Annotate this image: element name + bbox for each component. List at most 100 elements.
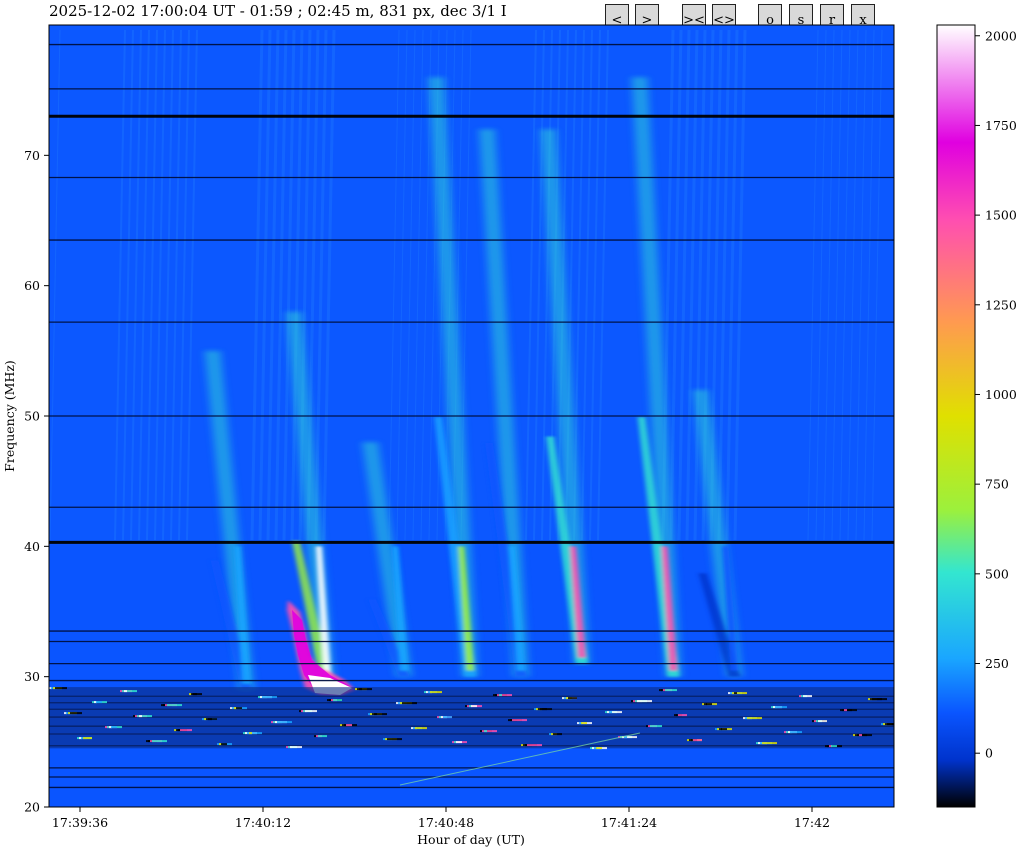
noise-pixel <box>387 738 402 741</box>
noise-pixel <box>109 726 112 729</box>
burst-core <box>661 546 678 671</box>
noise-pixel <box>314 735 317 738</box>
noise-pixel <box>247 732 262 735</box>
noise-pixel <box>775 706 787 709</box>
noise-pixel <box>64 712 67 715</box>
noise-pixel <box>454 741 457 744</box>
x-tick-label: 17:40:12 <box>235 815 291 830</box>
noise-pixel <box>721 728 727 731</box>
noise-pixel <box>443 716 452 719</box>
noise-pixel <box>430 691 442 694</box>
colorbar-tick-label: 1250 <box>985 297 1017 312</box>
noise-pixel <box>471 705 477 708</box>
noise-pixel <box>305 710 317 713</box>
noise-pixel <box>799 695 802 698</box>
noise-pixel <box>124 690 127 693</box>
noise-pixel <box>596 747 602 750</box>
noise-pixel <box>527 744 542 747</box>
burst-core <box>509 546 525 671</box>
y-axis: 20 30 40 50 60 70 <box>24 148 49 815</box>
y-tick-label: 50 <box>24 409 40 424</box>
noise-pixel <box>221 743 227 746</box>
x-tick-label: 17:42 <box>794 815 830 830</box>
noise-pixel <box>579 722 582 725</box>
noise-pixel <box>79 737 82 740</box>
noise-pixel <box>344 724 347 727</box>
noise-pixel <box>512 719 527 722</box>
noise-pixel <box>374 713 377 716</box>
noise-pixel <box>831 745 837 748</box>
noise-pixel <box>564 697 567 700</box>
chart-title: 2025-12-02 17:00:04 UT - 01:59 ; 02:45 m… <box>49 2 507 20</box>
noise-band <box>49 687 894 750</box>
noise-pixel <box>70 712 82 715</box>
noise-pixel <box>357 688 372 691</box>
noise-pixel <box>299 710 302 713</box>
y-tick-label: 30 <box>24 669 40 684</box>
noise-pixel <box>359 688 362 691</box>
noise-pixel <box>415 727 427 730</box>
noise-pixel <box>122 690 137 693</box>
noise-pixel <box>842 709 857 712</box>
noise-pixel <box>665 689 677 692</box>
noise-pixel <box>262 696 277 699</box>
noise-pixel <box>689 739 692 742</box>
noise-pixel <box>290 746 302 749</box>
noise-band-bg <box>49 687 894 749</box>
noise-pixel <box>83 737 92 740</box>
noise-pixel <box>346 724 352 727</box>
colorbar-tick-label: 750 <box>985 477 1009 492</box>
noise-pixel <box>482 730 497 733</box>
x-tick-label: 17:39:36 <box>52 815 108 830</box>
noise-pixel <box>96 701 102 704</box>
noise-pixel <box>844 709 847 712</box>
noise-pixel <box>111 726 117 729</box>
noise-pixel <box>784 731 787 734</box>
burst-core <box>315 546 332 684</box>
noise-pixel <box>497 694 512 697</box>
noise-pixel <box>814 720 817 723</box>
noise-pixel <box>609 711 612 714</box>
noise-pixel <box>236 707 242 710</box>
noise-pixel <box>790 731 802 734</box>
noise-pixel <box>94 701 97 704</box>
noise-pixel <box>208 718 217 721</box>
noise-pixel <box>469 705 472 708</box>
noise-pixel <box>568 697 577 700</box>
noise-pixel <box>439 716 442 719</box>
colorbar <box>936 24 976 808</box>
noise-pixel <box>659 689 662 692</box>
colorbar-tick-label: 250 <box>985 656 1009 671</box>
noise-pixel <box>581 722 587 725</box>
burst-core <box>722 546 739 671</box>
diagonal-trace <box>399 732 641 786</box>
plot-area <box>49 25 894 807</box>
colorbar-tick-label: 0 <box>985 746 993 761</box>
noise-pixel <box>607 711 622 714</box>
noise-pixel <box>747 717 762 720</box>
x-tick-label: 17:41:24 <box>601 815 657 830</box>
noise-pixel <box>484 730 487 733</box>
noise-pixel <box>719 728 722 731</box>
noise-pixel <box>693 739 702 742</box>
noise-pixel <box>534 708 537 711</box>
colorbar-tick-label: 1750 <box>985 118 1017 133</box>
burst-core <box>234 546 251 684</box>
noise-pixel <box>732 692 747 695</box>
noise-pixel <box>762 742 777 745</box>
noise-pixel <box>402 702 417 705</box>
x-tick-label: 17:40:48 <box>418 815 474 830</box>
colorbar-tick-label: 1500 <box>985 208 1017 223</box>
noise-pixel <box>549 733 552 736</box>
noise-pixel <box>637 700 652 703</box>
noise-pixel <box>55 687 67 690</box>
noise-pixel <box>174 729 177 732</box>
y-tick-label: 40 <box>24 539 40 554</box>
y-tick-label: 20 <box>24 800 40 815</box>
burst-core-layer <box>210 416 741 690</box>
burst-halo <box>428 77 479 677</box>
noise-pixel <box>139 715 142 718</box>
x-axis-label: Hour of day (UT) <box>417 832 525 847</box>
noise-pixel <box>594 747 597 750</box>
noise-pixel <box>829 745 832 748</box>
